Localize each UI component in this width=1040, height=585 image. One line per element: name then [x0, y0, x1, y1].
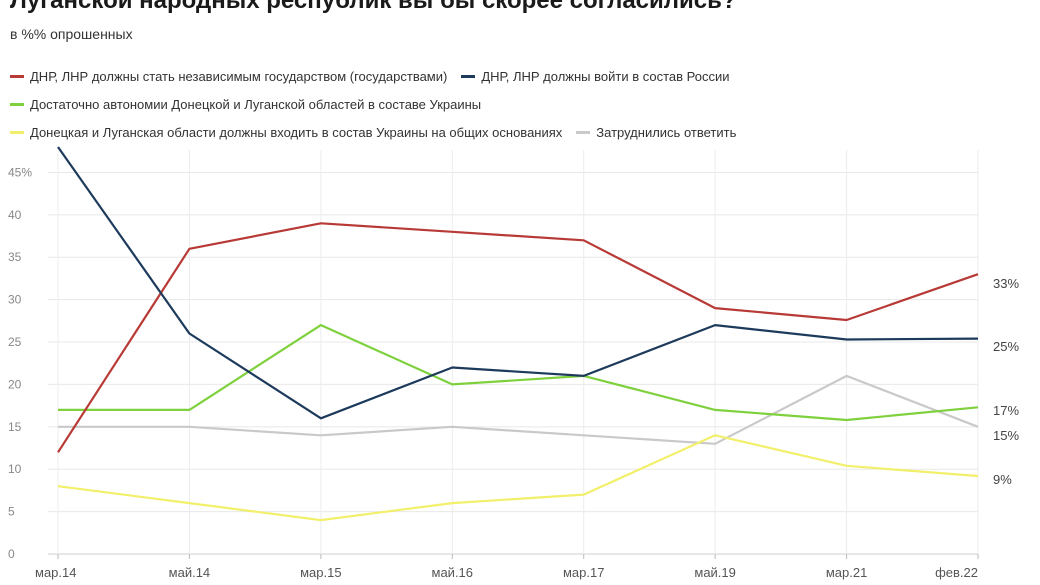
series-line	[58, 324, 979, 422]
y-tick-label: 5	[8, 505, 15, 519]
legend-item-autonomy[interactable]: Достаточно автономии Донецкой и Луганско…	[10, 97, 481, 112]
y-tick-label: 40	[8, 208, 22, 222]
end-label: 17%	[993, 403, 1019, 418]
legend-label: Затруднились ответить	[596, 124, 737, 140]
y-tick-label: 10	[8, 462, 22, 476]
x-tick-label: мар.15	[300, 565, 341, 580]
end-label: 33%	[993, 276, 1019, 291]
series-line	[57, 434, 979, 522]
legend-item-russia[interactable]: ДНР, ЛНР должны войти в состав России	[461, 68, 730, 84]
x-tick-label: фев.22	[935, 565, 978, 580]
end-label: 9%	[993, 472, 1012, 487]
legend-swatch	[576, 130, 591, 134]
series-line	[58, 374, 979, 445]
x-tick-label: май.14	[169, 565, 211, 580]
y-tick-label: 15	[8, 420, 22, 434]
y-tick-label: 30	[8, 293, 22, 307]
legend-swatch	[461, 74, 476, 78]
legend-label: Достаточно автономии Донецкой и Луганско…	[30, 96, 482, 112]
legend-swatch	[10, 74, 24, 78]
legend-row: ДНР, ЛНР должны стать независимым госуда…	[10, 62, 1010, 90]
series-line	[57, 222, 979, 453]
legend-item-undecided[interactable]: Затруднились ответить	[576, 125, 736, 140]
end-label: 15%	[993, 428, 1019, 443]
legend-row: Достаточно автономии Донецкой и Луганско…	[10, 90, 1010, 118]
x-tick-label: май.19	[694, 565, 736, 580]
y-tick-label: 35	[8, 250, 22, 264]
series-line	[57, 146, 979, 420]
end-label: 25%	[993, 339, 1019, 354]
x-tick-label: май.16	[432, 565, 474, 580]
y-tick-label: 20	[8, 377, 22, 391]
chart-subtitle: в %% опрошенных	[10, 26, 133, 42]
legend: ДНР, ЛНР должны стать независимым госуда…	[10, 62, 1010, 146]
legend-label: ДНР, ЛНР должны стать независимым госуда…	[30, 68, 448, 84]
chart-title: Луганской народных республик вы бы скоре…	[10, 0, 737, 14]
x-tick-label: мар.17	[563, 565, 604, 580]
y-tick-label: 45%	[8, 165, 32, 179]
legend-row: Донецкая и Луганская области должны вход…	[10, 118, 1010, 146]
y-tick-label: 25	[8, 335, 22, 349]
x-tick-label: мар.14	[35, 565, 76, 580]
legend-swatch	[10, 102, 24, 106]
legend-item-ukraine[interactable]: Донецкая и Луганская области должны вход…	[10, 125, 562, 140]
legend-label: Донецкая и Луганская области должны вход…	[30, 124, 563, 140]
legend-label: ДНР, ЛНР должны войти в состав России	[481, 68, 730, 84]
x-tick-label: мар.21	[826, 565, 867, 580]
legend-swatch	[10, 130, 24, 134]
legend-item-independent[interactable]: ДНР, ЛНР должны стать независимым госуда…	[10, 69, 447, 84]
y-tick-label: 0	[8, 547, 15, 561]
